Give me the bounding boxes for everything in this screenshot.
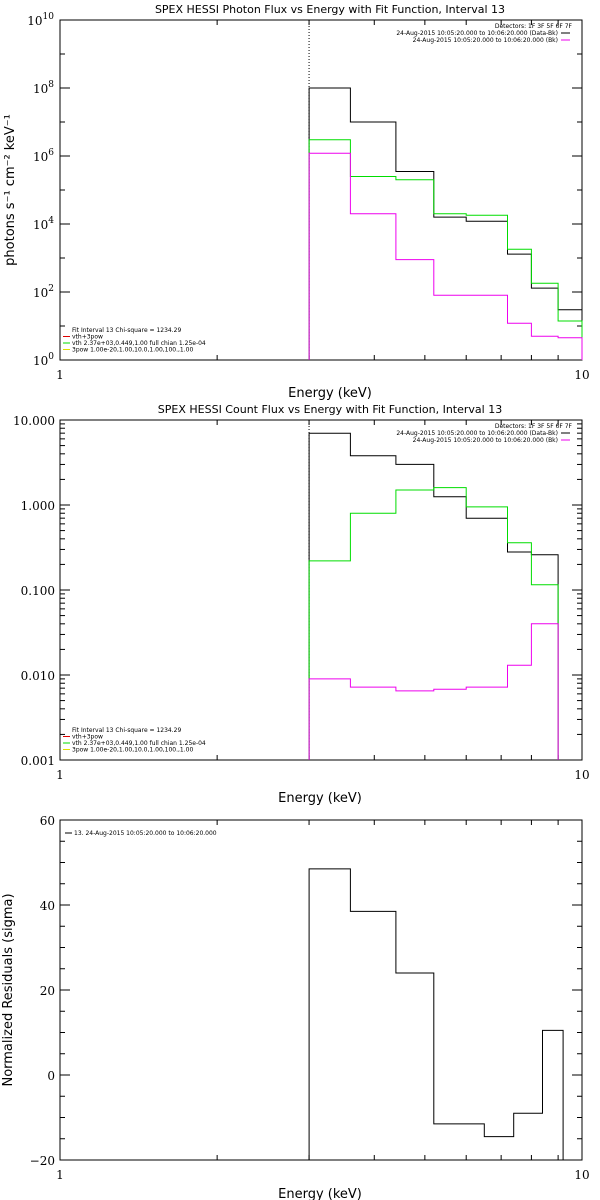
count-flux-legend-top-item: 24-Aug-2015 10:05:20.000 to 10:06:20.000… (396, 430, 558, 437)
x-tick-label: 10 (574, 1168, 589, 1182)
y-tick-label: 100 (33, 352, 54, 368)
count-flux-panel: SPEX HESSI Count Flux vs Energy with Fit… (13, 403, 590, 806)
y-tick-label: −20 (30, 1154, 55, 1168)
y-tick-label: 0.001 (21, 754, 55, 768)
photon-flux-ylabel: photons s⁻¹ cm⁻² keV⁻¹ (3, 114, 18, 266)
y-tick-label: 10.000 (13, 414, 55, 428)
photon-flux-legend-top-item: 24-Aug-2015 10:05:20.000 to 10:06:20.000… (396, 30, 558, 37)
photon-flux-legend-bottom-item: vth 2.37e+03,0.449,1.00 full chian 1.25e… (72, 340, 206, 347)
photon-flux-series-2 (308, 152, 583, 360)
residuals-ylabel: Normalized Residuals (sigma) (1, 893, 16, 1086)
residuals-frame (59, 819, 583, 1161)
residuals-xlabel: Energy (keV) (278, 1187, 362, 1200)
count-flux-legend-bottom-item: vth+3pow (72, 734, 103, 741)
y-tick-label: 1010 (27, 12, 54, 28)
count-flux-frame (59, 419, 583, 761)
x-tick-label: 10 (574, 368, 589, 382)
x-tick-label: 1 (56, 768, 64, 782)
y-tick-label: 0.100 (21, 584, 55, 598)
photon-flux-frame (59, 19, 583, 361)
photon-flux-legend-top-item: 24-Aug-2015 10:05:20.000 to 10:06:20.000… (413, 37, 558, 44)
count-flux-legend-bottom-item: 3pow 1.00e-20,1.00,10.0,1.00,100.,1.00 (72, 747, 193, 754)
y-tick-label: 106 (33, 148, 54, 164)
count-flux-series-2 (308, 623, 559, 760)
count-flux-legend-top-item: Detectors: 1F 3F 5F 6F 7F (495, 423, 573, 430)
residuals-series-0 (308, 868, 564, 1160)
photon-flux-series-0 (308, 87, 583, 360)
y-tick-label: 0 (47, 1069, 55, 1083)
y-tick-label: 20 (40, 984, 55, 998)
photon-flux-xlabel: Energy (keV) (288, 386, 372, 401)
y-tick-label: 0.010 (21, 669, 55, 683)
residuals-legend-top-item: 13. 24-Aug-2015 10:05:20.000 to 10:06:20… (74, 830, 217, 837)
y-tick-label: 1.000 (21, 499, 55, 513)
y-tick-label: 60 (40, 814, 55, 828)
residuals-panel: Energy (keV) Normalized Residuals (sigma… (1, 814, 590, 1200)
photon-flux-legend-bottom-item: Fit Interval 13 Chi-square = 1234.29 (72, 327, 181, 334)
count-flux-series-0 (308, 432, 559, 760)
photon-flux-panel: SPEX HESSI Photon Flux vs Energy with Fi… (3, 3, 590, 401)
x-tick-label: 1 (56, 1168, 64, 1182)
photon-flux-legend-top-item: Detectors: 1F 3F 5F 6F 7F (495, 23, 573, 30)
photon-flux-legend-bottom-item: 3pow 1.00e-20,1.00,10.0,1.00,100.,1.00 (72, 347, 193, 354)
count-flux-xlabel: Energy (keV) (278, 791, 362, 806)
photon-flux-legend-bottom-item: vth+3pow (72, 334, 103, 341)
photon-flux-title: SPEX HESSI Photon Flux vs Energy with Fi… (155, 3, 505, 16)
count-flux-series-1 (308, 487, 559, 760)
count-flux-legend-bottom-item: vth 2.37e+03,0.449,1.00 full chian 1.25e… (72, 740, 206, 747)
count-flux-title: SPEX HESSI Count Flux vs Energy with Fit… (158, 403, 502, 416)
y-tick-label: 102 (33, 284, 54, 300)
y-tick-label: 108 (33, 80, 54, 96)
x-tick-label: 10 (574, 768, 589, 782)
x-tick-label: 1 (56, 368, 64, 382)
count-flux-legend-top-item: 24-Aug-2015 10:05:20.000 to 10:06:20.000… (413, 437, 558, 444)
count-flux-legend-bottom-item: Fit Interval 13 Chi-square = 1234.29 (72, 727, 181, 734)
y-tick-label: 40 (40, 899, 55, 913)
y-tick-label: 104 (33, 216, 54, 232)
